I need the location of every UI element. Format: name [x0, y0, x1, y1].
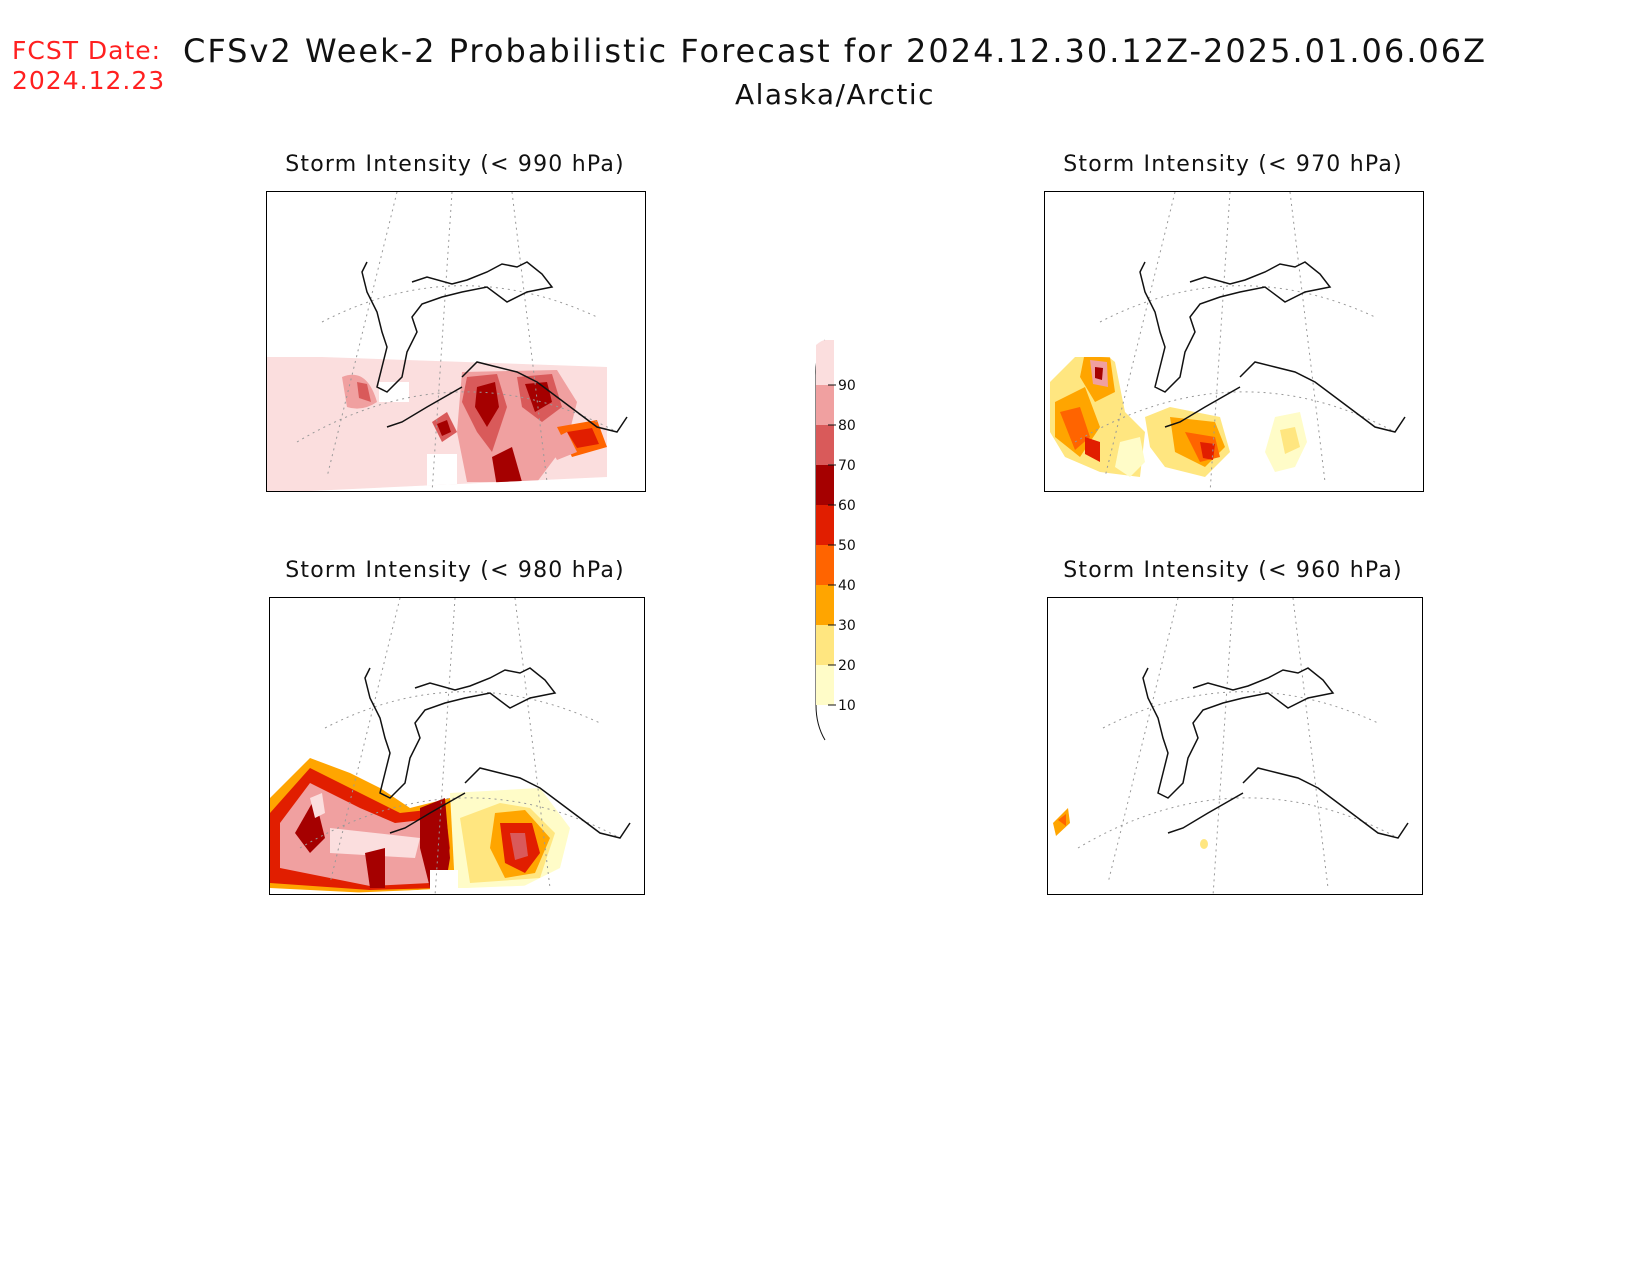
graticule — [1077, 598, 1399, 894]
graticule — [299, 598, 621, 894]
panel-title-970: Storm Intensity (< 970 hPa) — [1063, 152, 1403, 177]
coastline-alaska — [364, 667, 557, 799]
colorbar-label: 90 — [838, 378, 856, 394]
prob-fill-90 — [330, 828, 420, 858]
graticule — [296, 192, 618, 491]
prob-fill-60 — [525, 382, 552, 412]
colorbar-label: 50 — [838, 538, 856, 554]
colorbar-swatch — [816, 585, 834, 625]
map-970 — [1050, 192, 1406, 491]
prob-fill-50 — [567, 428, 599, 448]
map-panel-980 — [269, 597, 645, 895]
prob-fill-40 — [1058, 814, 1066, 826]
prob-fill-80 — [547, 432, 577, 460]
forecast-date-value: 2024.12.23 — [12, 66, 166, 95]
prob-fill-60 — [492, 447, 522, 487]
prob-fill-20 — [1280, 427, 1300, 454]
colorbar-label: 70 — [838, 458, 856, 474]
colorbar-swatch — [816, 625, 834, 665]
coastline-peninsula — [386, 386, 463, 428]
coastline-peninsula — [1164, 386, 1241, 428]
colorbar-label: 20 — [838, 658, 856, 674]
prob-fill-60 — [420, 798, 450, 888]
colorbar-label: 30 — [838, 618, 856, 634]
colorbar-swatch — [816, 345, 834, 385]
region-subtitle: Alaska/Arctic — [734, 78, 936, 111]
map-panel-990 — [266, 191, 646, 492]
map-960 — [1053, 598, 1409, 894]
prob-fill-60 — [365, 848, 385, 888]
prob-fill-20 — [1200, 839, 1208, 849]
colorbar-swatch — [816, 340, 834, 345]
coastline-panhandle — [464, 767, 631, 839]
no-data-gap — [430, 870, 458, 894]
colorbar-swatch — [816, 385, 834, 425]
panel-title-990: Storm Intensity (< 990 hPa) — [285, 152, 625, 177]
probability-colorbar: 10 20 30 40 50 60 70 80 90 — [815, 339, 856, 741]
prob-fill-60 — [1095, 367, 1103, 380]
prob-fill-50 — [1200, 442, 1215, 460]
colorbar-swatch — [816, 665, 834, 705]
coastline-peninsula — [1167, 792, 1244, 834]
colorbar-swatch — [816, 505, 834, 545]
no-data-gap — [379, 382, 409, 402]
map-990 — [267, 192, 628, 491]
coastline-panhandle — [461, 361, 628, 433]
prob-fill-10 — [1115, 437, 1145, 477]
coastline-panhandle — [1242, 767, 1409, 839]
prob-fill-40 — [1060, 407, 1090, 450]
coastline-alaska — [361, 261, 554, 393]
prob-fill-70 — [357, 382, 371, 402]
coastline-alaska — [1142, 667, 1335, 799]
forecast-date-label: FCST Date: — [12, 36, 162, 65]
map-panel-960 — [1047, 597, 1423, 895]
prob-fill-60 — [437, 420, 451, 436]
no-data-gap — [427, 454, 457, 491]
colorbar-label: 40 — [838, 578, 856, 594]
prob-fill-50 — [1085, 437, 1100, 462]
colorbar-swatch — [816, 465, 834, 505]
colorbar-swatch — [816, 425, 834, 465]
colorbar-label: 60 — [838, 498, 856, 514]
colorbar-label: 10 — [838, 698, 856, 714]
coastline-alaska — [1139, 261, 1332, 393]
panel-title-980: Storm Intensity (< 980 hPa) — [285, 558, 625, 583]
map-980 — [270, 598, 631, 894]
prob-fill-90 — [310, 793, 325, 818]
colorbar-label: 80 — [838, 418, 856, 434]
coastline-panhandle — [1239, 361, 1406, 433]
page-title: CFSv2 Week-2 Probabilistic Forecast for … — [182, 32, 1488, 70]
colorbar-swatch — [816, 545, 834, 585]
coastline-peninsula — [389, 792, 466, 834]
graticule — [1074, 192, 1396, 491]
map-panel-970 — [1044, 191, 1424, 492]
panel-title-960: Storm Intensity (< 960 hPa) — [1063, 558, 1403, 583]
prob-fill-70 — [510, 833, 528, 860]
